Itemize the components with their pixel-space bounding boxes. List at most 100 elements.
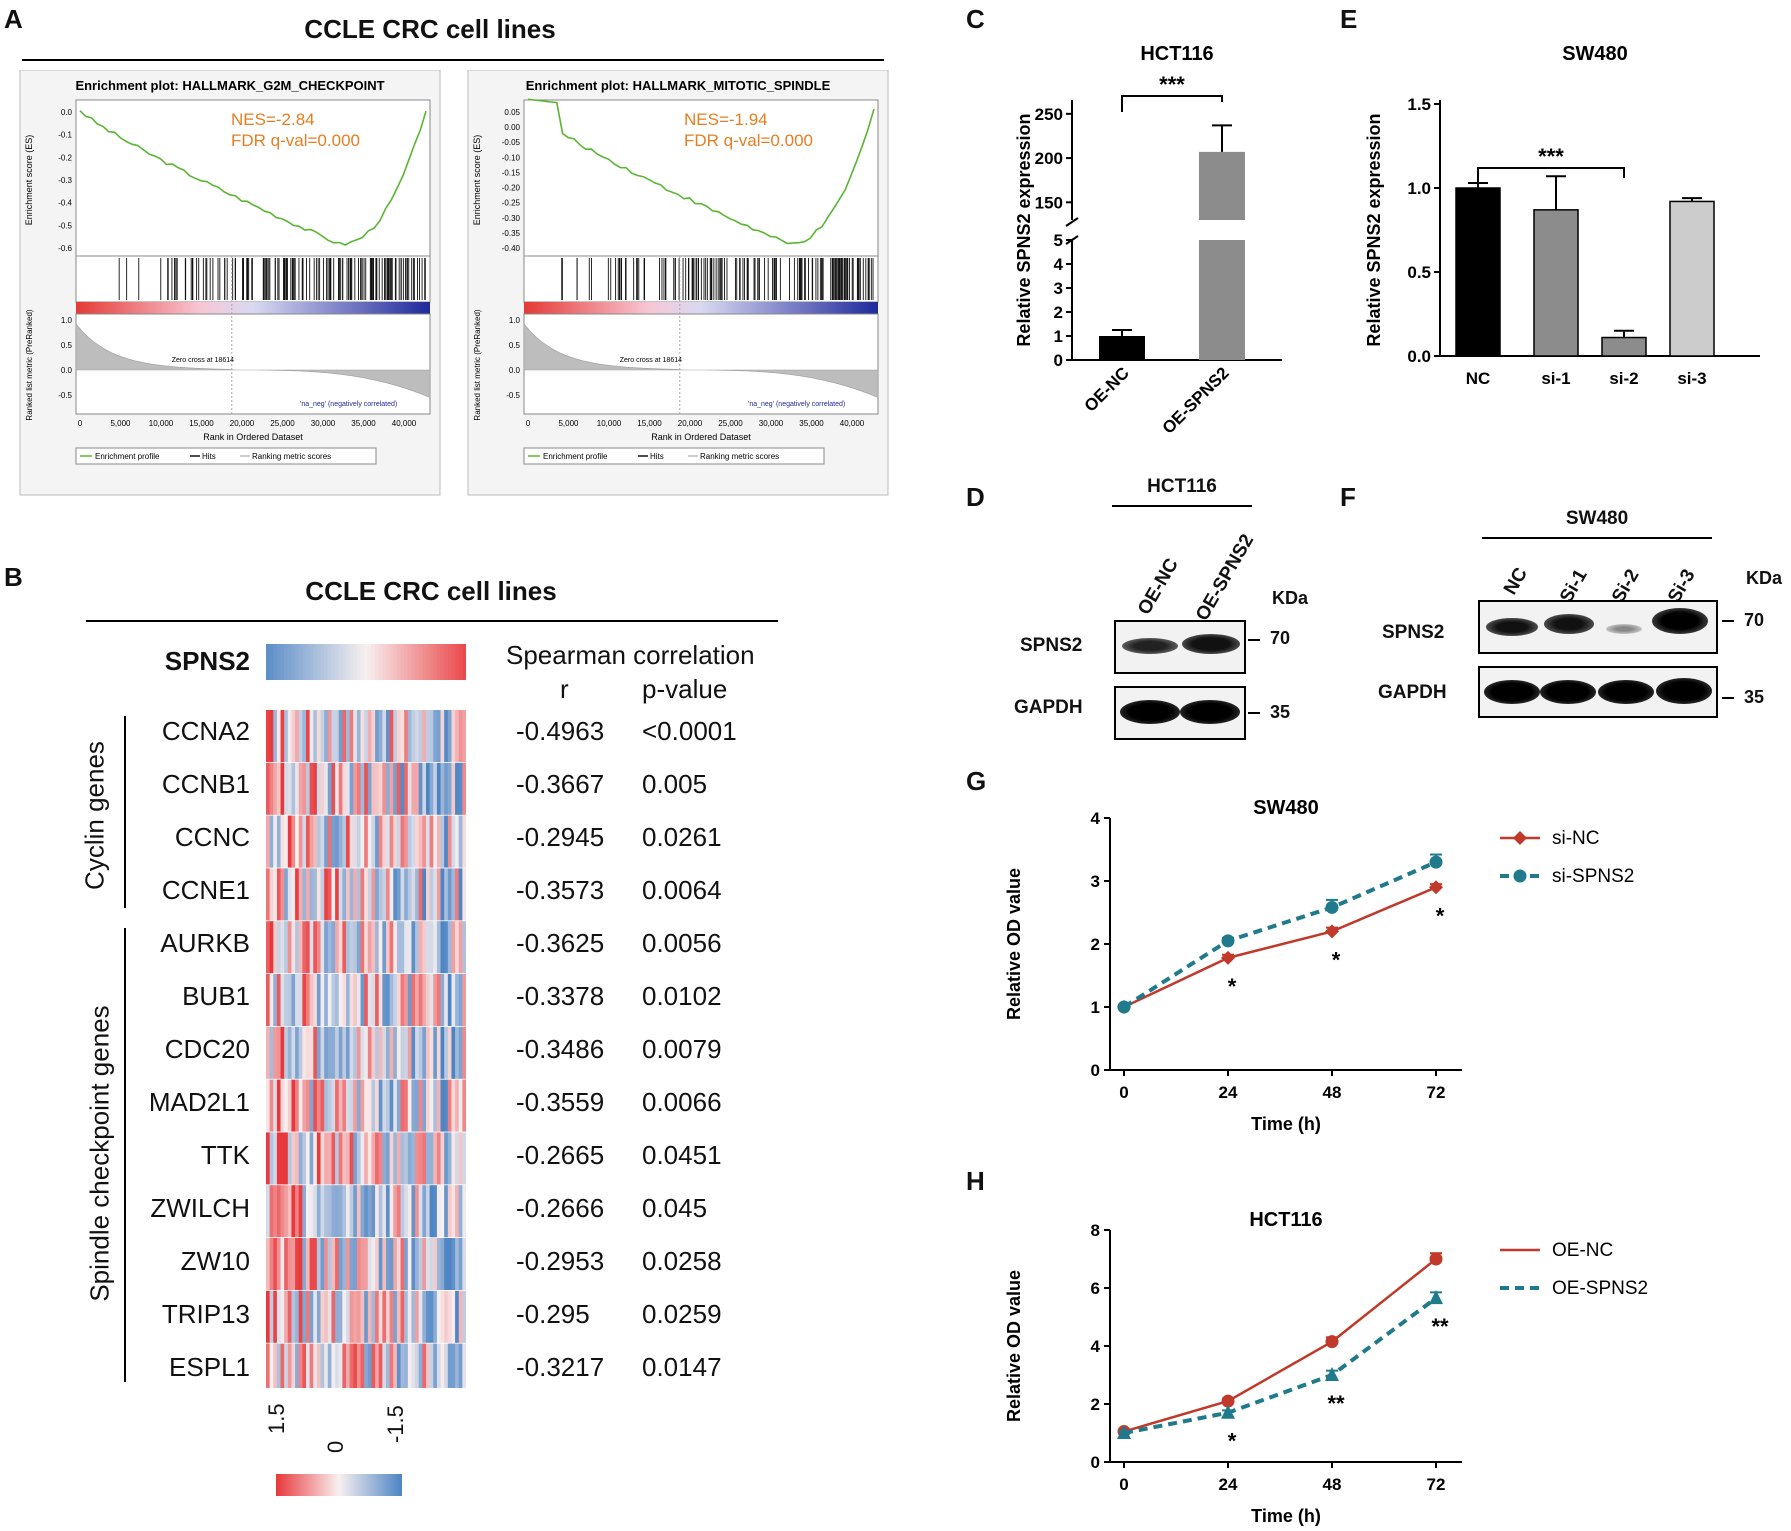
blot-d-marker-tick-2: [1248, 712, 1260, 714]
heat-cell: [389, 1343, 394, 1388]
heat-cell: [422, 1026, 427, 1079]
heat-cell: [375, 815, 380, 868]
heat-cell: [455, 710, 460, 762]
heat-cell: [302, 762, 307, 815]
heat-cell: [404, 868, 409, 921]
heat-cell: [371, 1079, 376, 1132]
heat-cell: [353, 1290, 358, 1343]
es-tick: -0.25: [502, 199, 521, 208]
heat-cell: [291, 815, 296, 868]
heat-cell: [335, 762, 340, 815]
legend-hits-label: Hits: [202, 452, 216, 461]
heat-cell: [426, 1079, 431, 1132]
p-value: 0.0261: [642, 822, 722, 852]
x-tick-label: 72: [1427, 1083, 1446, 1102]
panel-label-a: A: [4, 4, 23, 34]
heat-cell: [302, 1026, 307, 1079]
heat-cell: [298, 974, 303, 1026]
heat-cell: [266, 1290, 271, 1343]
heat-cell: [386, 974, 391, 1026]
heat-cell: [338, 1290, 343, 1343]
heat-cell: [269, 1026, 274, 1079]
heat-cell: [320, 868, 325, 921]
heat-cell: [447, 868, 452, 921]
heat-cell: [422, 1132, 427, 1185]
x-tick: 35,000: [799, 419, 824, 428]
heat-cell: [458, 1079, 463, 1132]
blot-d-gapdh-membrane: [1114, 686, 1246, 740]
panel-a-title: CCLE CRC cell lines: [304, 14, 556, 44]
es-tick: -0.05: [502, 138, 521, 147]
heat-cell: [426, 868, 431, 921]
heat-cell: [313, 1185, 318, 1238]
bar-NC: [1455, 187, 1501, 357]
heat-cell: [335, 1026, 340, 1079]
heat-cell: [375, 1132, 380, 1185]
series-line-si-SPNS2: [1122, 860, 1437, 1009]
spns2-heat-cell: [331, 644, 336, 680]
significance-label: **: [1327, 1391, 1345, 1416]
es-tick: -0.3: [58, 176, 72, 185]
heat-cell: [396, 1290, 402, 1343]
y-axis-label: Relative OD value: [1004, 868, 1024, 1020]
heat-cell: [313, 974, 318, 1026]
heat-cell: [375, 921, 380, 974]
heat-cell: [280, 1185, 285, 1238]
x-tick: 0: [78, 419, 83, 428]
heat-cell: [389, 710, 394, 762]
spns2-heat-cell: [295, 644, 300, 680]
y-tick-label: 0: [1054, 351, 1063, 370]
heat-cell: [335, 1238, 340, 1290]
rank-area: [75, 323, 431, 398]
heat-cell: [396, 710, 402, 762]
heat-cell: [342, 921, 347, 974]
heat-cell: [378, 921, 383, 974]
heat-cell: [302, 710, 307, 762]
heat-cell: [280, 1238, 285, 1290]
heat-cell: [269, 921, 274, 974]
heat-cell: [458, 921, 463, 974]
heat-cell: [335, 710, 340, 762]
heat-cell: [364, 1343, 369, 1388]
spns2-heat-cell: [346, 644, 351, 680]
heat-cell: [386, 921, 391, 974]
heat-cell: [353, 1185, 358, 1238]
heat-cell: [396, 762, 402, 815]
heat-cell: [320, 1026, 325, 1079]
heat-cell: [400, 815, 405, 868]
heat-cell: [396, 1238, 402, 1290]
heat-cell: [407, 815, 412, 868]
heat-cell: [364, 868, 369, 921]
heat-cell: [375, 974, 380, 1026]
heat-cell: [433, 1185, 438, 1238]
heat-cell: [346, 1026, 351, 1079]
x-tick-label: 48: [1323, 1475, 1342, 1494]
heat-cell: [440, 1185, 445, 1238]
heat-cell: [284, 1185, 289, 1238]
heat-cell: [338, 710, 343, 762]
heat-cell: [284, 762, 289, 815]
heat-cell: [298, 1238, 303, 1290]
heat-cell: [458, 1185, 463, 1238]
heat-cell: [360, 1132, 365, 1185]
heat-cell: [287, 1132, 292, 1185]
heat-cell: [455, 1238, 460, 1290]
data-point: [1325, 924, 1339, 939]
heat-cell: [331, 1132, 336, 1185]
heat-cell: [280, 1290, 285, 1343]
heat-cell: [324, 1185, 329, 1238]
zero-cross-label: Zero cross at 18614: [620, 357, 682, 364]
data-point: [1117, 1000, 1131, 1014]
heat-cell: [396, 1079, 402, 1132]
heat-cell: [429, 921, 434, 974]
heat-cell: [436, 1343, 442, 1388]
heat-cell: [276, 710, 282, 762]
heat-cell: [284, 1079, 289, 1132]
heat-cell: [371, 921, 376, 974]
cyclin-group-label: Cyclin genes: [79, 741, 110, 890]
data-point: [1221, 1404, 1235, 1419]
heat-cell: [280, 974, 285, 1026]
heat-cell: [400, 1026, 405, 1079]
heat-cell: [429, 1026, 434, 1079]
